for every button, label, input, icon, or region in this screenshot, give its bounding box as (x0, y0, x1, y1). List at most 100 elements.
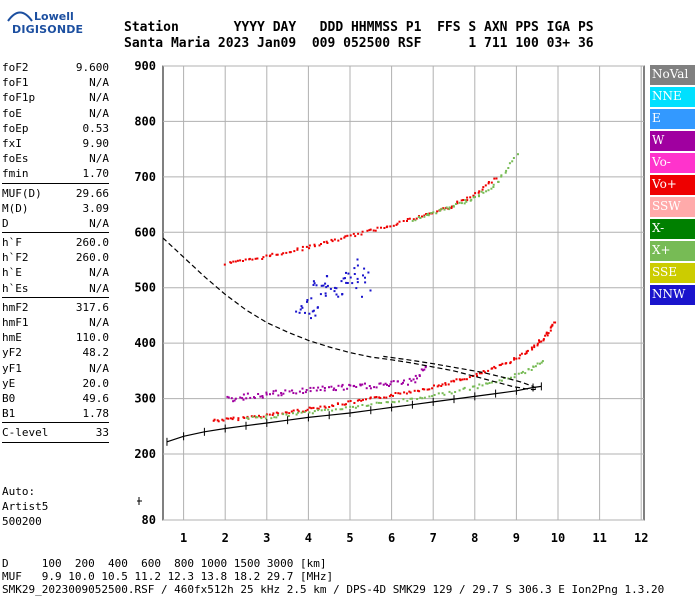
echo-point (538, 339, 540, 342)
x-tick-label: 3 (263, 531, 270, 545)
echo-point (345, 281, 348, 284)
echo-point (421, 388, 424, 391)
echo-point (416, 389, 419, 392)
echo-point (505, 169, 508, 172)
param-row: foF2 9.600 (2, 60, 109, 75)
param-label: fxI (2, 136, 22, 150)
param-row: foF1p N/A (2, 90, 109, 105)
echo-point (369, 387, 372, 390)
param-label: MUF(D) (2, 186, 42, 200)
echo-point (412, 218, 415, 221)
echo-point (342, 388, 345, 391)
echo-point (309, 386, 312, 389)
legend-item-w: W (650, 131, 695, 151)
echo-point (231, 418, 234, 421)
echo-point (305, 245, 308, 248)
param-value: 1.70 (82, 167, 110, 181)
echo-point (308, 312, 311, 315)
echo-point (531, 348, 534, 351)
echo-point (301, 245, 304, 248)
echo-point (264, 417, 267, 420)
auto-version: 500200 (2, 515, 42, 528)
echo-point (450, 207, 453, 209)
echo-point (540, 361, 543, 364)
echo-point (349, 384, 352, 387)
echo-point (544, 334, 547, 337)
echo-point (511, 160, 514, 163)
echo-point (225, 417, 228, 420)
echo-point (300, 305, 303, 308)
echo-point (452, 204, 455, 207)
echo-point (456, 202, 459, 205)
echo-point (355, 287, 358, 290)
echo-point (433, 394, 436, 396)
echo-point (399, 392, 402, 395)
echo-point (315, 284, 318, 287)
param-value: N/A (89, 76, 109, 90)
echo-point (427, 214, 430, 217)
echo-point (253, 415, 256, 418)
param-label: hmF2 (2, 300, 29, 314)
echo-point (349, 400, 352, 402)
echo-point (227, 396, 230, 399)
param-label: fmin (2, 167, 29, 181)
logo-arc-icon (7, 11, 33, 22)
echo-point (500, 379, 503, 382)
echo-point (306, 408, 309, 411)
param-value: N/A (89, 216, 109, 230)
param-row: yF2 48.2 (2, 345, 109, 360)
echo-point (305, 389, 308, 391)
echo-point (356, 258, 359, 261)
echo-point (469, 196, 472, 199)
echo-point (486, 382, 489, 385)
echo-point (319, 405, 322, 408)
echo-point (373, 386, 376, 389)
echo-point (328, 406, 331, 408)
echo-point (482, 186, 485, 189)
echo-point (277, 414, 279, 417)
echo-point (344, 277, 346, 280)
echo-point (431, 387, 434, 390)
param-row: fxI 9.90 (2, 136, 109, 151)
legend-item-nnw: NNW (650, 285, 695, 305)
param-row: foEs N/A (2, 151, 109, 166)
echo-point (513, 357, 516, 360)
echo-point (324, 292, 327, 295)
echo-point (460, 202, 463, 205)
param-label: yF2 (2, 346, 22, 360)
echo-point (285, 413, 288, 416)
echo-point (272, 390, 275, 393)
legend-item-vo: Vo- (650, 153, 695, 173)
echo-point (326, 284, 329, 287)
logo-line1: Lowell (34, 10, 74, 23)
x-tick-label: 7 (430, 531, 437, 545)
echo-point (472, 194, 475, 197)
echo-point (464, 199, 467, 202)
echo-point (295, 392, 298, 395)
echo-point (471, 385, 474, 388)
model-trace (166, 385, 542, 443)
echo-point (285, 251, 288, 254)
echo-point (230, 261, 233, 264)
echo-point (261, 396, 264, 399)
echo-point (367, 404, 370, 407)
echo-point (331, 240, 334, 243)
echo-point (372, 229, 375, 232)
echo-point (406, 218, 409, 220)
echo-point (262, 415, 265, 418)
echo-point (490, 381, 493, 384)
echo-point (319, 389, 322, 391)
echo-point (360, 399, 363, 402)
param-label: foF1p (2, 91, 36, 105)
echo-point (247, 417, 250, 420)
param-row: foEp 0.53 (2, 121, 109, 136)
echo-point (357, 405, 360, 408)
echo-point (419, 396, 422, 399)
param-label: yE (2, 376, 16, 390)
echo-point (424, 366, 427, 369)
echo-point (397, 392, 400, 395)
echo-point (347, 272, 350, 275)
echo-point (309, 390, 312, 393)
echo-point (251, 258, 254, 261)
echo-point (242, 398, 245, 401)
